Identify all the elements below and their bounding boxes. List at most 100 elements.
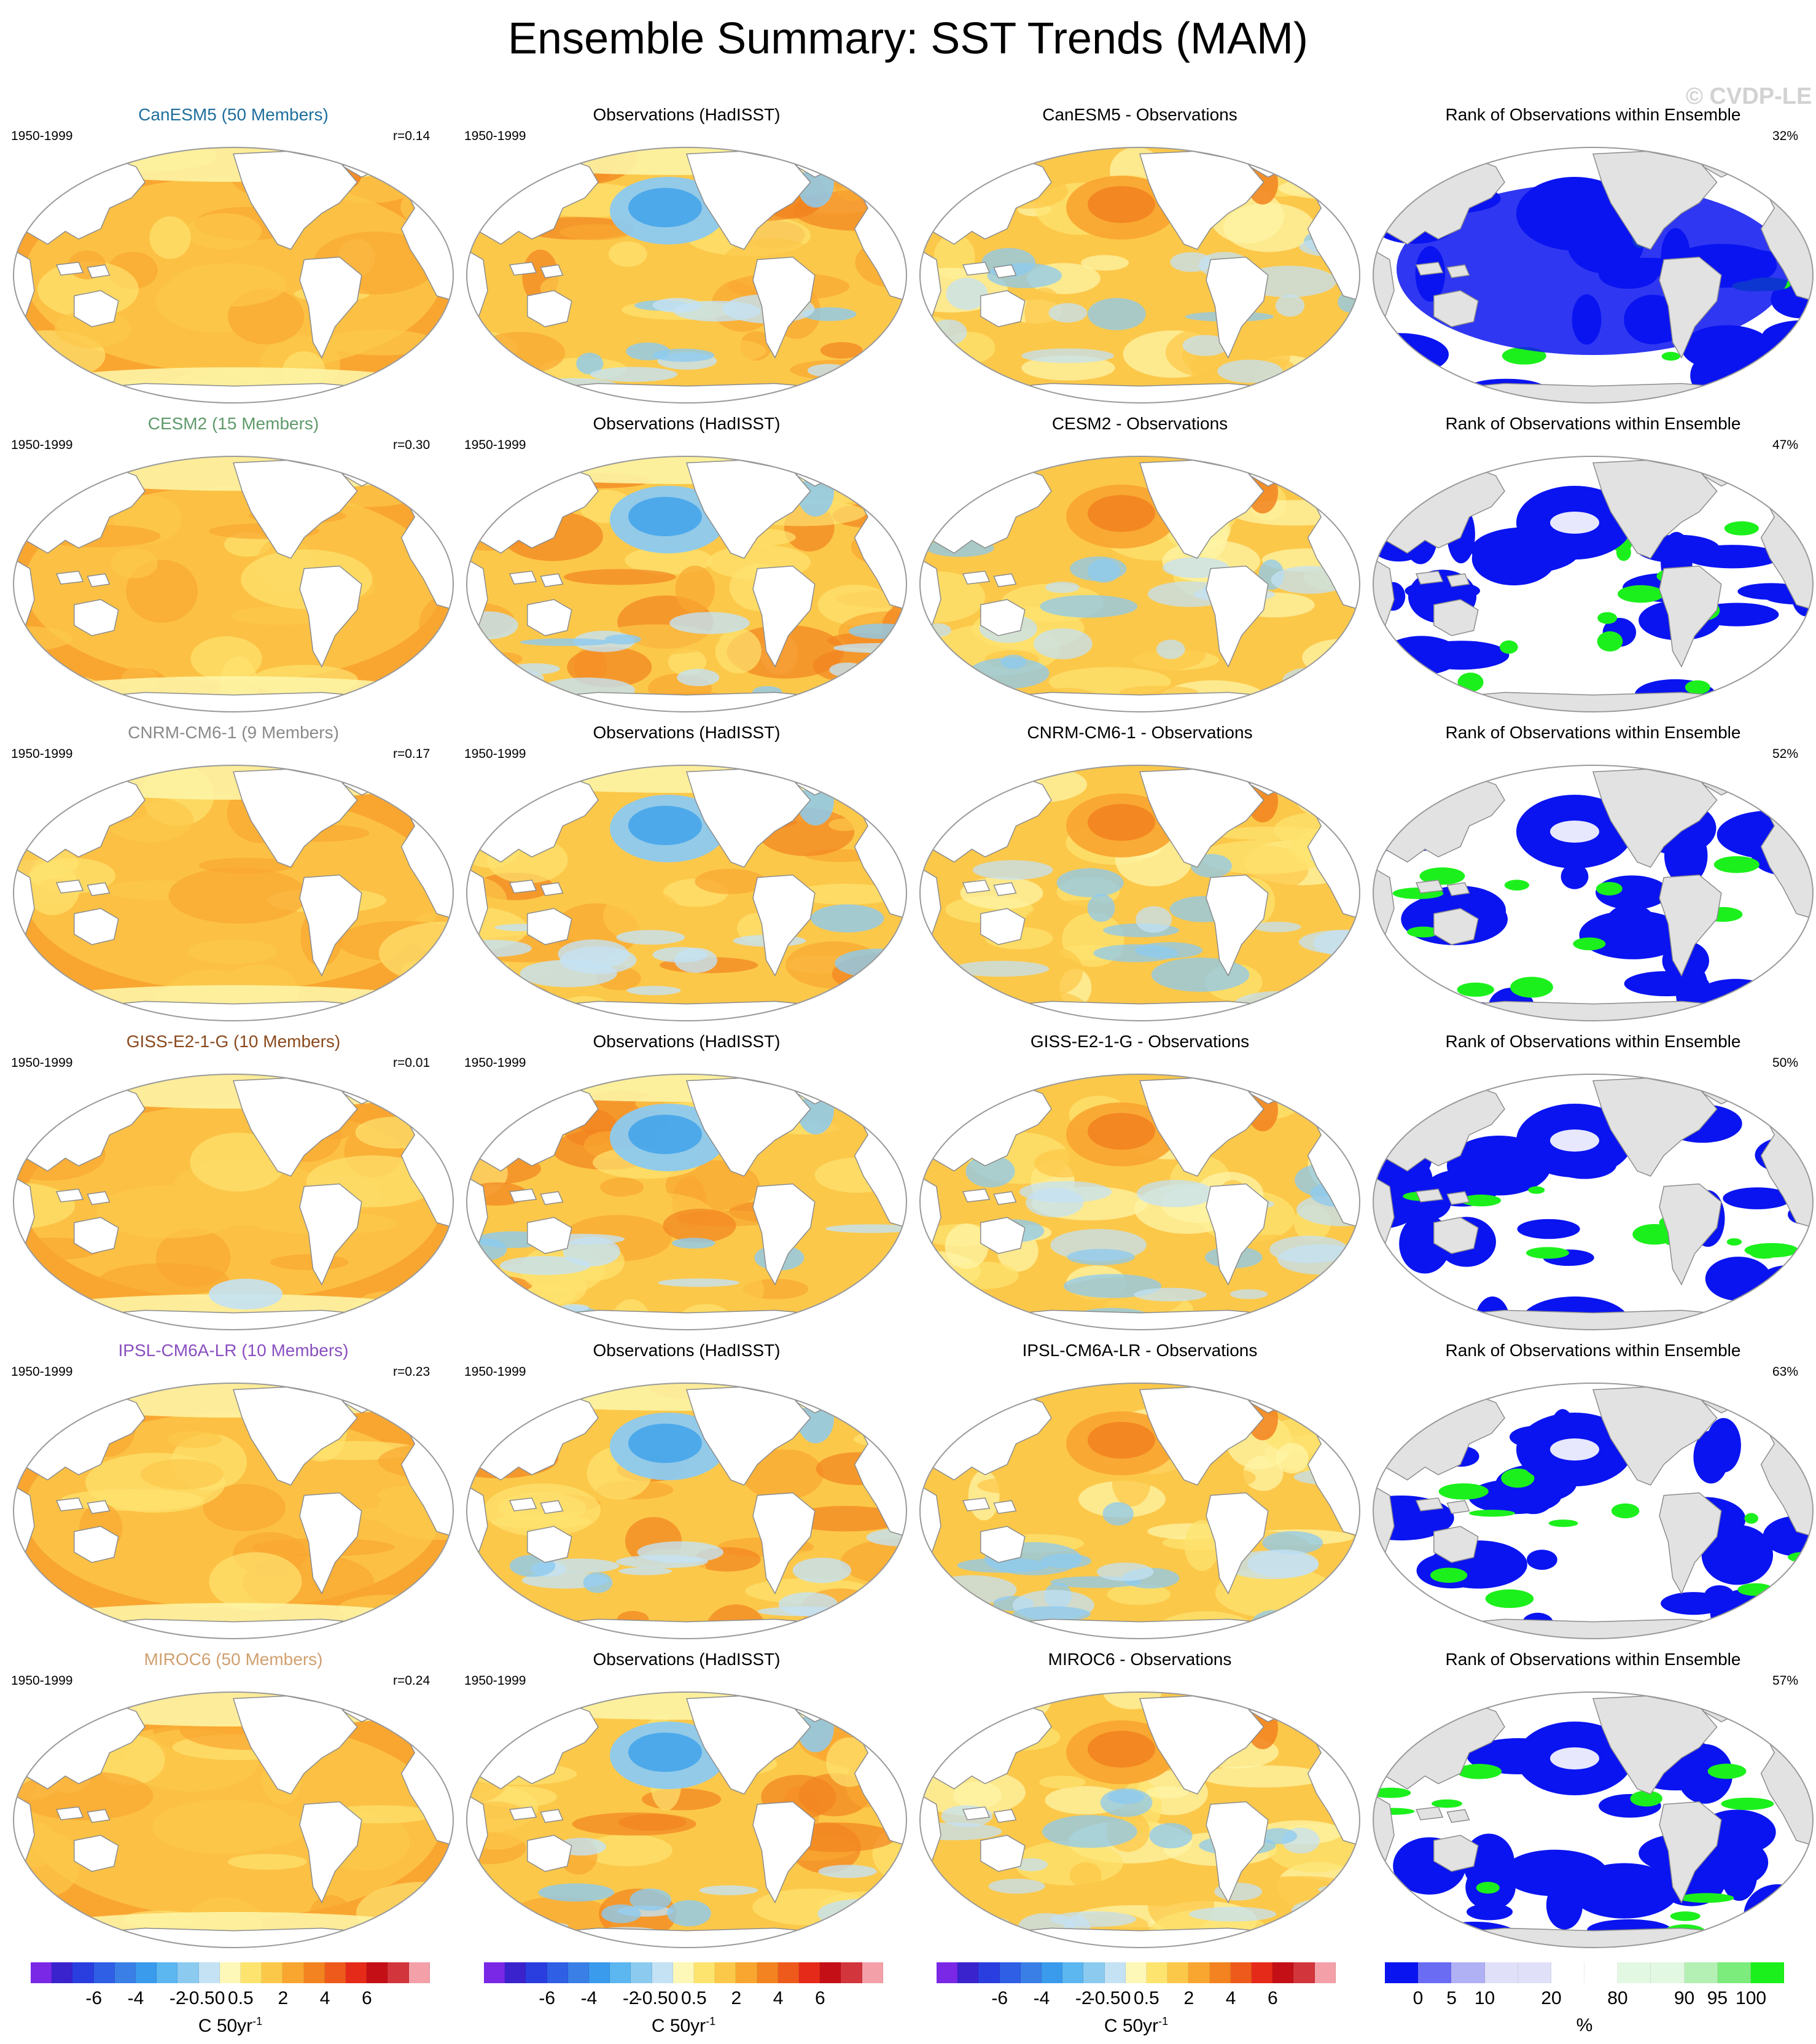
colorbar-swatch (1020, 1962, 1042, 1983)
colorbar-tick-label: 6 (814, 1988, 825, 2008)
panel-diff-row-4: GISS-E2-1-G - Observations (906, 1025, 1361, 1332)
land-mask (1415, 1806, 1444, 1820)
map-container (919, 1691, 1361, 1949)
globe-outline (1373, 1383, 1814, 1639)
rank-percent: 52% (1772, 747, 1799, 761)
panel-title: Rank of Observations within Ensemble (1445, 1032, 1741, 1051)
panel-model-row-4: GISS-E2-1-G (10 Members) 1950-1999 r=0.01 (0, 1025, 454, 1332)
period-label: 1950-1999 (464, 747, 526, 761)
land-mask (1659, 874, 1722, 977)
land-mask (55, 1497, 84, 1512)
land-mask (1416, 383, 1771, 403)
map-container (466, 1691, 908, 1949)
colorbar-tick-label: -0.5 (182, 1988, 215, 2008)
land-mask (74, 908, 119, 945)
land-mask (1415, 880, 1444, 894)
obs-map (466, 147, 907, 404)
land-mask (752, 565, 816, 668)
map-container (466, 1382, 908, 1640)
colorbar-swatch (219, 1962, 241, 1983)
colorbar-swatch (652, 1962, 673, 1983)
colorbar-swatch (862, 1962, 883, 1983)
globe-outline (466, 147, 907, 404)
colorbar-swatch (1125, 1962, 1147, 1983)
land-mask (509, 1927, 864, 1948)
diff-map (919, 765, 1360, 1021)
rank-map (1373, 1074, 1814, 1330)
land-mask (1659, 1183, 1722, 1286)
globe-outline (919, 1383, 1360, 1639)
panel-title: Observations (HadISST) (593, 1032, 781, 1051)
land-mask (1446, 1191, 1470, 1206)
obs-map (466, 1691, 907, 1948)
land-mask (962, 383, 1317, 403)
units-text: C 50yr (198, 2016, 253, 2036)
map-container (12, 764, 454, 1022)
trend-pattern (1373, 1722, 1812, 1948)
colorbar-swatch (610, 1962, 631, 1983)
colorbar-swatch (757, 1962, 778, 1983)
units-exponent: -1 (706, 2015, 716, 2027)
diff-map (919, 1691, 1360, 1948)
land-mask (962, 1497, 991, 1512)
colorbar-swatch (820, 1962, 841, 1983)
land-mask (540, 1191, 564, 1206)
panel-diff-row-3: CNRM-CM6-1 - Observations (906, 716, 1361, 1023)
model-map (13, 765, 454, 1021)
land-mask (962, 1188, 991, 1203)
panel-title: Observations (HadISST) (593, 414, 781, 433)
land-mask (509, 383, 864, 403)
panel-title: Observations (HadISST) (593, 1341, 781, 1360)
colorbar-swatch (799, 1962, 820, 1983)
colorbar-swatch (547, 1962, 568, 1983)
land-mask (74, 1526, 119, 1563)
colorbar-tick-label: 0 (1413, 1988, 1424, 2008)
panel-title: CanESM5 - Observations (1042, 105, 1237, 124)
colorbar-units: C 50yr-1 (1104, 2015, 1168, 2037)
panel-title: CESM2 (15 Members) (147, 414, 319, 433)
colorbar-swatch (1167, 1962, 1189, 1983)
land-mask (962, 1927, 1317, 1948)
land-mask (1446, 1809, 1470, 1824)
colorbar-tick-label: 10 (1474, 1988, 1495, 2008)
land-mask (1659, 1492, 1722, 1595)
land-mask (1206, 874, 1269, 977)
colorbar-swatch (1750, 1962, 1785, 1983)
land-mask (509, 1309, 864, 1330)
map-container (12, 146, 454, 404)
period-label: 1950-1999 (464, 129, 526, 143)
colorbar-swatches (1385, 1962, 1785, 1983)
rank-map (1373, 1383, 1814, 1639)
panel-title: Rank of Observations within Ensemble (1445, 723, 1741, 742)
colorbar-swatch (631, 1962, 652, 1983)
colorbar-swatch (777, 1962, 800, 1983)
colorbar-swatch (1484, 1962, 1518, 1983)
globe-outline (13, 1383, 454, 1639)
panel-rank-row-2: Rank of Observations within Ensemble 47% (1360, 407, 1814, 714)
land-mask (56, 1927, 411, 1948)
units-text: C 50yr (1104, 2016, 1159, 2036)
land-mask (1659, 565, 1722, 668)
map-container (466, 146, 908, 404)
panel-model-row-6: MIROC6 (50 Members) 1950-1999 r=0.24 (0, 1643, 454, 1950)
colorbar-units: C 50yr-1 (652, 2015, 715, 2037)
land-mask (87, 1191, 111, 1206)
panel-title: CNRM-CM6-1 (9 Members) (128, 723, 339, 742)
colorbar-swatch (694, 1962, 715, 1983)
land-mask (1415, 1497, 1444, 1512)
land-mask (56, 1309, 411, 1330)
colorbar-swatch (841, 1962, 862, 1983)
land-mask (527, 599, 572, 636)
colorbar-swatch (1083, 1962, 1105, 1983)
colorbar-swatch (1042, 1962, 1063, 1983)
land-mask (980, 599, 1026, 636)
panel-obs-row-3: Observations (HadISST) 1950-1999 (453, 716, 908, 1023)
colorbar-tick-label: -4 (1033, 1988, 1050, 2008)
panel-diff-row-5: IPSL-CM6A-LR - Observations (906, 1334, 1361, 1641)
land-mask (74, 599, 119, 636)
obs-map (466, 456, 907, 712)
period-label: 1950-1999 (11, 129, 73, 143)
obs-map (466, 765, 907, 1021)
land-mask (299, 1801, 362, 1904)
land-mask (1416, 1618, 1771, 1639)
